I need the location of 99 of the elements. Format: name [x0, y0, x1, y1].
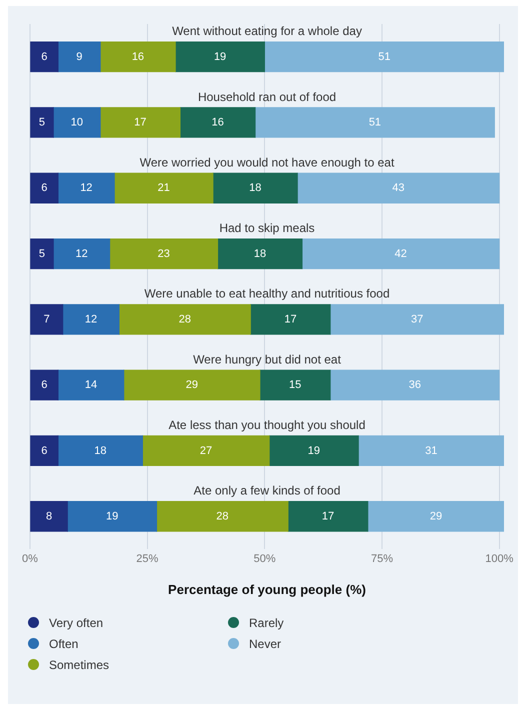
- legend-label: Rarely: [249, 616, 284, 630]
- data-label: 8: [46, 510, 52, 522]
- data-label: 17: [322, 510, 334, 522]
- bar: [288, 501, 368, 532]
- bar: [30, 41, 58, 72]
- bar: [180, 107, 256, 138]
- data-label: 21: [158, 182, 170, 194]
- data-label: 51: [368, 116, 382, 129]
- data-label: 9: [76, 50, 82, 63]
- data-label: 7: [44, 313, 50, 326]
- bar: [58, 41, 101, 72]
- data-label: 6: [41, 182, 48, 194]
- bar: [58, 435, 143, 466]
- data-label: 17: [284, 313, 297, 326]
- bar: [217, 238, 303, 270]
- data-label: 6: [41, 444, 48, 457]
- data-label: 18: [254, 248, 266, 260]
- bar: [30, 501, 68, 532]
- y-tick-label: Ate less than you thought you should: [168, 418, 366, 432]
- bar: [30, 370, 58, 400]
- bar: [250, 304, 331, 335]
- bar: [297, 172, 500, 204]
- data-label: 37: [411, 313, 424, 326]
- data-label: 29: [186, 379, 198, 392]
- x-axis-title: Percentage of young people (%): [168, 582, 366, 597]
- bar: [260, 370, 331, 400]
- data-label: 29: [430, 510, 442, 522]
- data-label: 27: [200, 444, 212, 457]
- bar: [30, 435, 58, 466]
- y-tick-label: Were worried you would not have enough to eat: [140, 155, 395, 170]
- data-label: 43: [392, 182, 405, 194]
- data-label: 19: [308, 444, 320, 457]
- bar: [30, 238, 54, 270]
- bar: [302, 238, 500, 270]
- x-tick-label: 75%: [370, 552, 394, 565]
- data-label: 6: [41, 379, 48, 392]
- bar: [62, 304, 120, 335]
- data-label: 18: [94, 444, 107, 457]
- data-label: 42: [394, 248, 407, 260]
- bar: [118, 304, 251, 335]
- y-tick-label: Ate only a few kinds of food: [194, 484, 340, 498]
- bar: [100, 107, 181, 138]
- bar: [156, 501, 288, 532]
- data-label: 31: [425, 444, 438, 457]
- bar: [124, 370, 260, 400]
- bar: [53, 107, 101, 138]
- bar: [254, 107, 495, 138]
- bar: [30, 172, 58, 204]
- bar: [67, 501, 158, 532]
- data-label: 17: [134, 116, 146, 129]
- data-label: 23: [158, 248, 170, 260]
- data-label: 10: [70, 116, 84, 129]
- y-tick-label: Were hungry but did not eat: [193, 352, 342, 366]
- data-label: 18: [249, 182, 262, 194]
- data-label: 28: [216, 510, 229, 522]
- bar: [368, 501, 504, 532]
- bar: [175, 41, 265, 72]
- data-label: 16: [132, 50, 144, 63]
- bar: [212, 172, 298, 204]
- y-tick-label: Were unable to eat healthy and nutritious food: [144, 286, 390, 301]
- x-tick-label: 100%: [485, 552, 514, 565]
- bar: [30, 107, 54, 138]
- bar: [264, 41, 504, 72]
- bar: [100, 41, 176, 72]
- legend-label: Never: [249, 636, 282, 650]
- bar: [53, 238, 110, 270]
- y-tick-label: Went without eating for a whole day: [172, 24, 362, 38]
- bar: [109, 238, 218, 270]
- bar: [58, 370, 124, 400]
- bar: [269, 435, 359, 466]
- bar: [58, 172, 115, 204]
- x-tick-label: 50%: [254, 552, 276, 565]
- legend-label: Very often: [49, 616, 104, 630]
- data-label: 12: [76, 248, 88, 260]
- data-label: 19: [106, 510, 118, 522]
- data-label: 5: [38, 248, 46, 260]
- bar: [30, 304, 64, 335]
- y-tick-label: Had to skip meals: [219, 221, 315, 236]
- bar: [330, 370, 500, 400]
- data-label: 15: [289, 379, 302, 392]
- data-label: 12: [84, 313, 98, 326]
- data-label: 6: [41, 50, 48, 63]
- bar: [142, 435, 270, 466]
- legend-label: Often: [49, 636, 78, 650]
- bar: [114, 172, 214, 204]
- bar: [330, 304, 504, 335]
- legend-label: Sometimes: [49, 658, 110, 672]
- data-label: 36: [408, 379, 421, 392]
- data-label: 14: [84, 379, 98, 392]
- data-label: 19: [214, 50, 226, 63]
- data-label: 16: [212, 116, 224, 129]
- data-label: 12: [80, 182, 92, 194]
- data-label: 28: [178, 313, 191, 326]
- data-label: 51: [378, 50, 390, 63]
- y-tick-label: Household ran out of food: [198, 90, 336, 104]
- data-label: 5: [38, 116, 46, 129]
- x-tick-label: 25%: [136, 552, 159, 565]
- x-tick-label: 0%: [22, 552, 38, 565]
- bar: [358, 435, 504, 466]
